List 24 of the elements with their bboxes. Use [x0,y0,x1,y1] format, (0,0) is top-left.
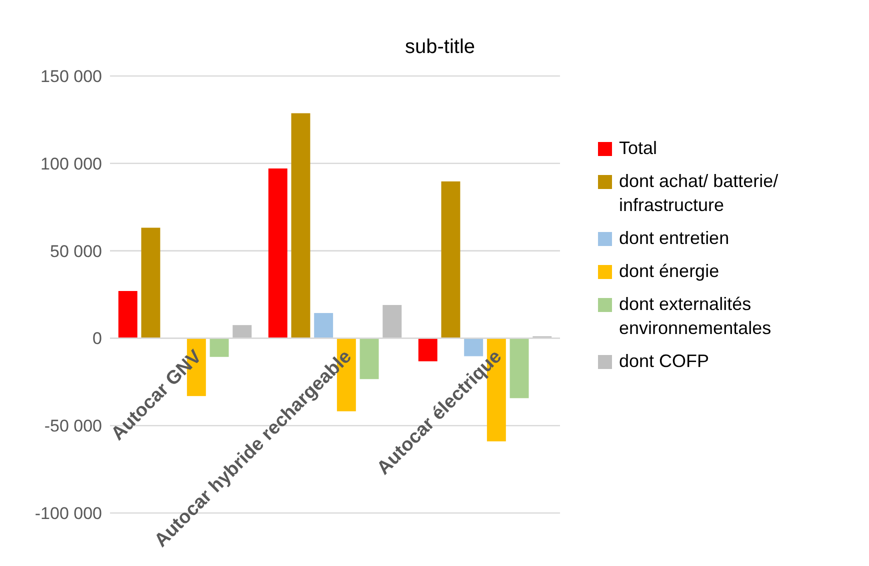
y-tick-label: 0 [92,329,102,348]
y-tick-label: -100 000 [34,504,102,523]
y-tick-label: 150 000 [40,66,102,86]
bar [360,338,379,380]
y-tick-label: 50 000 [50,242,102,261]
bar [268,168,288,338]
bar [382,304,402,338]
chart-title: sub-title [404,36,476,58]
y-tick-label: 100 000 [40,154,102,174]
y-tick-label: -50 000 [44,416,102,436]
legend-label: dont énergie [619,261,720,281]
legend-label: dont COFP [619,351,710,371]
bar [141,228,160,338]
bar [441,181,460,338]
bar [314,313,334,338]
legend-label: dont externalités environnementales [619,294,772,338]
bar [291,113,310,338]
legend-label: dont achat/ batterie/ infrastructure [619,171,778,215]
legend-label: dont entretien [619,228,730,248]
bar [118,291,138,338]
bar [232,325,252,338]
bar [210,338,229,357]
legend-label: Total [619,138,658,158]
bar [510,338,529,398]
